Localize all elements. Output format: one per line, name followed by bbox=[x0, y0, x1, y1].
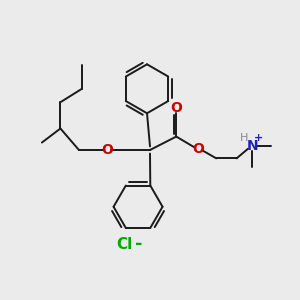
Text: O: O bbox=[170, 101, 182, 115]
Text: H: H bbox=[240, 133, 248, 143]
Text: +: + bbox=[254, 133, 263, 143]
Text: -: - bbox=[135, 235, 142, 253]
Text: Cl: Cl bbox=[116, 237, 133, 252]
Text: O: O bbox=[101, 143, 112, 157]
Text: N: N bbox=[246, 140, 258, 153]
Text: O: O bbox=[192, 142, 204, 155]
